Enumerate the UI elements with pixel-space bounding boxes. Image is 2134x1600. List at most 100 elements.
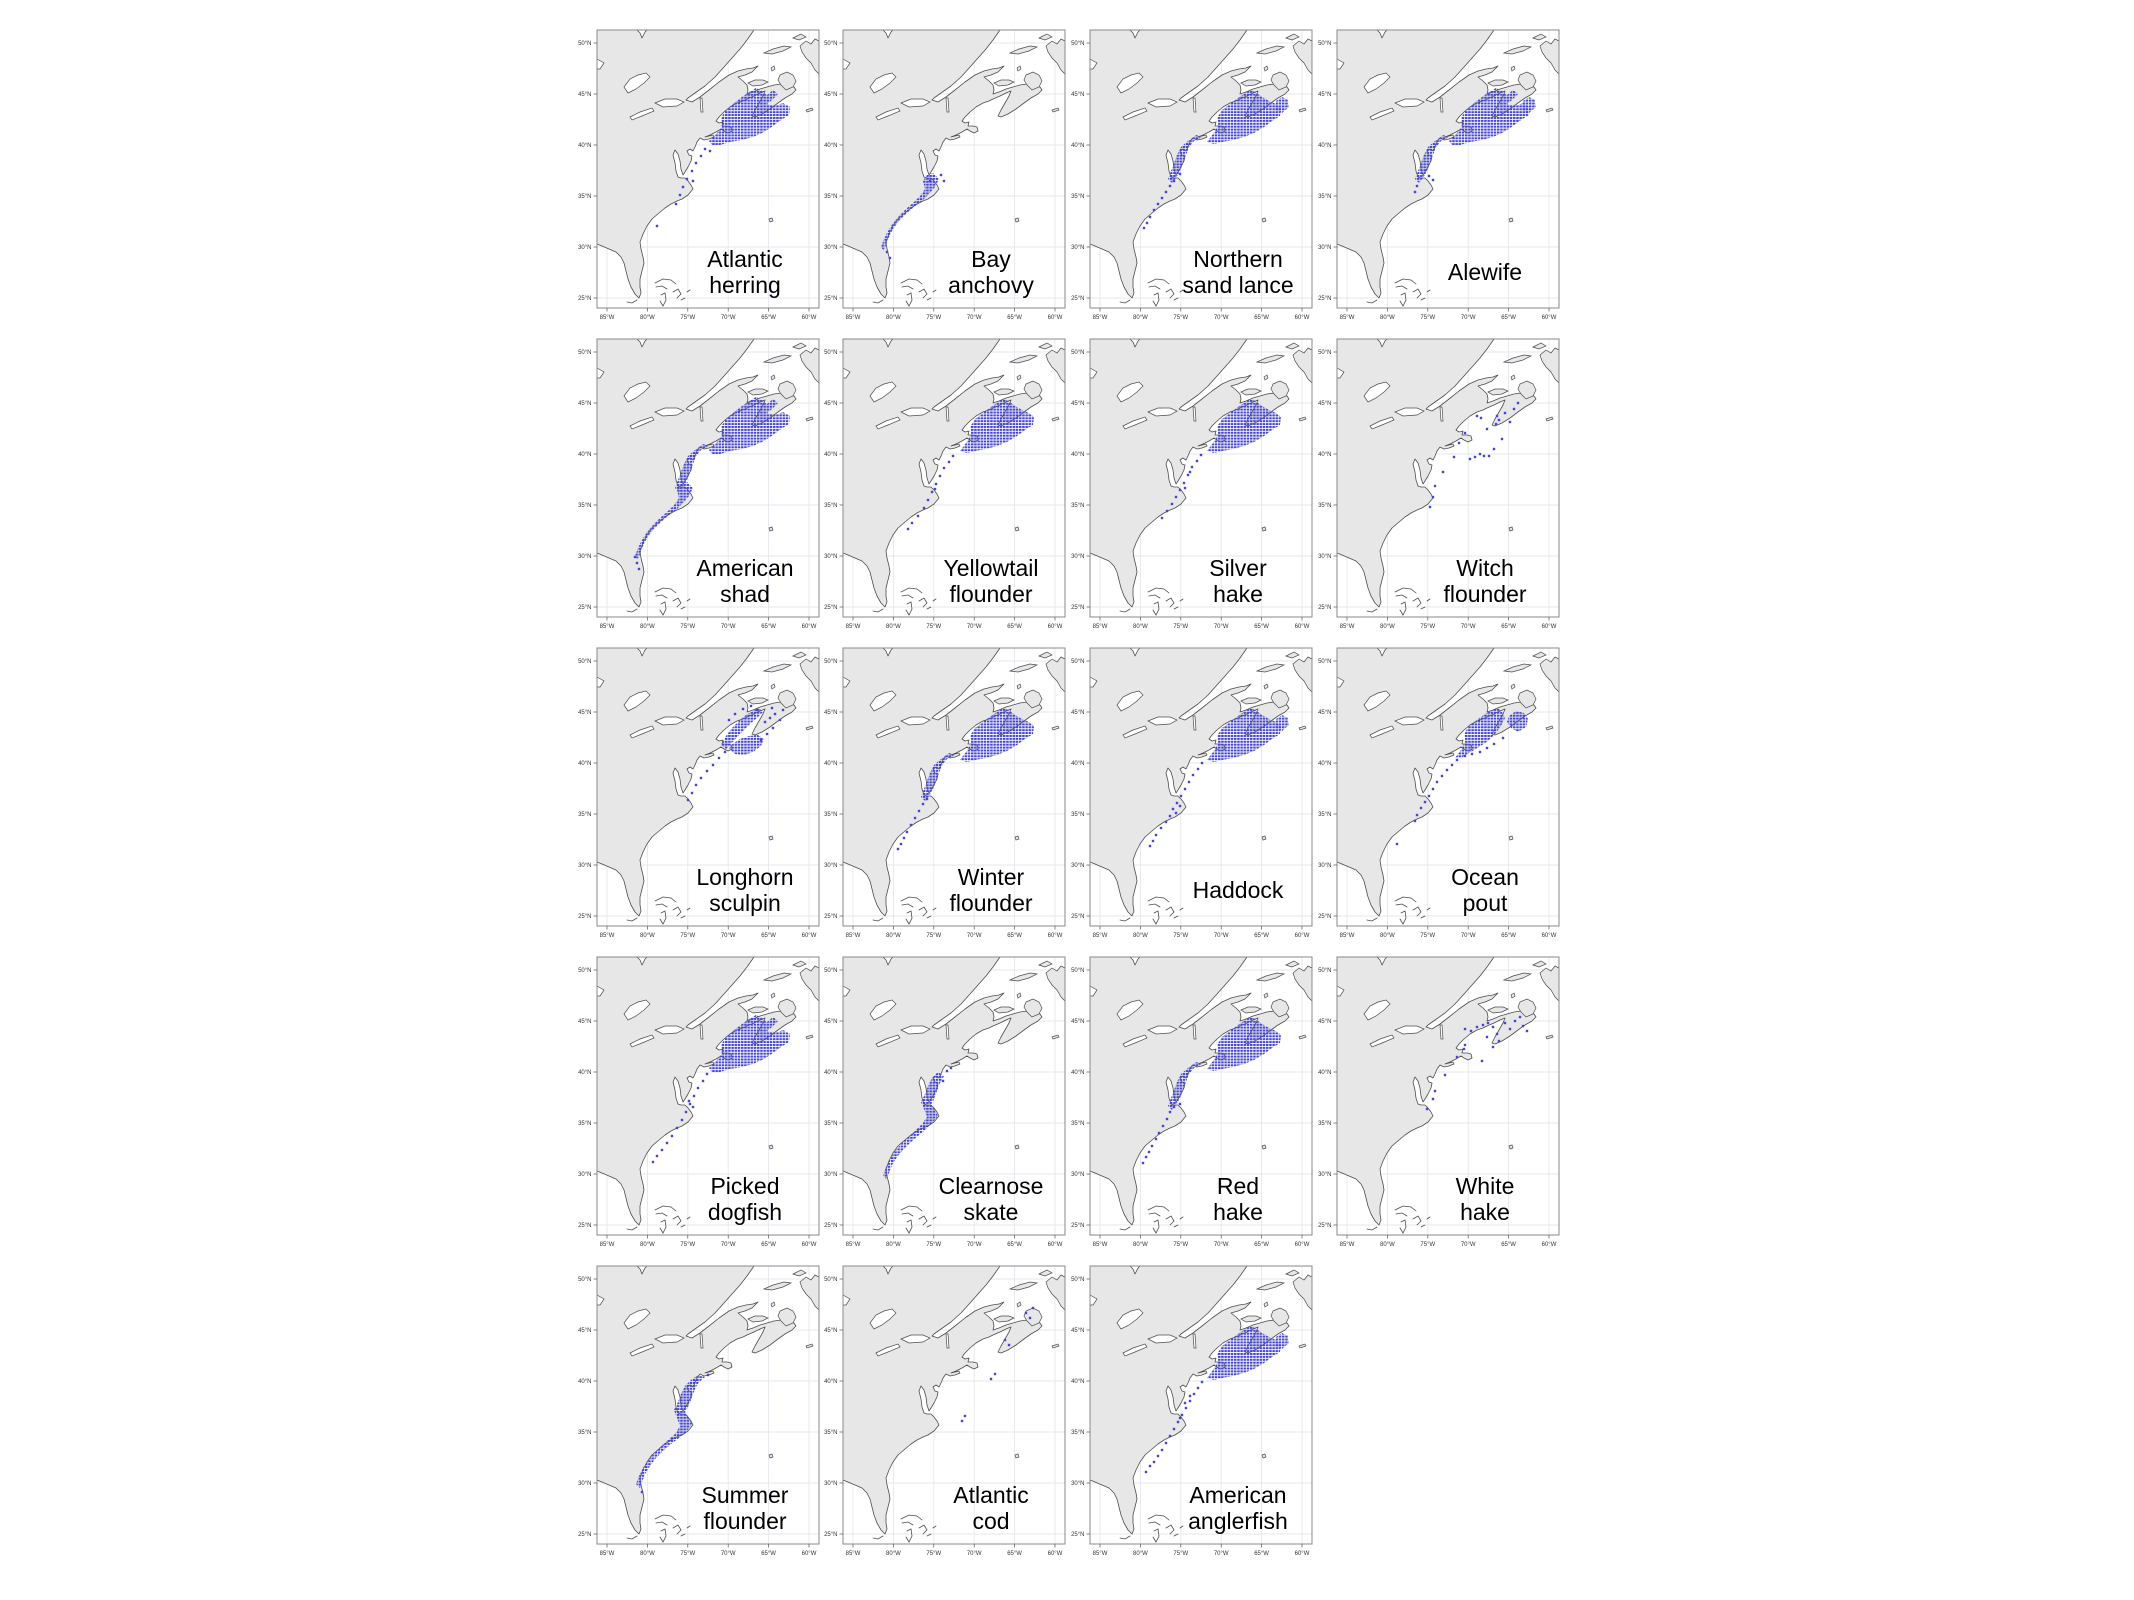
lake-champlain [699,1024,704,1040]
lat-tick-label: 25°N [578,1223,591,1229]
map-canvas: 85°W 80°W 75°W 70°W 65°W 60°W 50°N 45°N 40°N 35°N… [824,1265,1066,1557]
map-frame [1336,647,1560,927]
island-cape_breton [1270,998,1290,1018]
lon-tick-label: 85°W [1340,933,1355,939]
island-newfoundland [1292,1274,1313,1311]
lon-tick-label: 75°W [926,315,941,321]
map-frame [1336,29,1560,309]
lat-tick-label: 25°N [1318,1223,1331,1229]
island-anticosti_ne_lens [1532,960,1547,968]
island-anticosti_ne_lens [792,342,807,350]
lon-tick-label: 65°W [1501,1242,1516,1248]
lon-tick-label: 65°W [1501,933,1516,939]
mainland-coastline [1336,338,1537,608]
lon-tick-label: 75°W [1173,1242,1188,1248]
lon-tick-label: 85°W [600,315,615,321]
lat-tick-label: 35°N [1318,812,1331,818]
lat-tick-label: 50°N [824,659,837,665]
island-cape_breton [1023,998,1043,1018]
island-cape_breton [1517,689,1537,709]
species-label-line: Winter [958,864,1025,890]
lon-tick-label: 75°W [680,624,695,630]
species-distribution [1428,401,1520,509]
lat-tick-label: 45°N [578,1019,591,1025]
island-bermuda [1261,1453,1267,1459]
map-frame [1336,338,1560,618]
bahamas-outlines [872,587,937,616]
island-bermuda [1014,217,1020,223]
map-canvas: 85°W 80°W 75°W 70°W 65°W 60°W 50°N 45°N 40°N 35°N… [824,956,1066,1248]
lon-tick-label: 60°W [802,1242,817,1248]
axis-ticks: 85°W 80°W 75°W 70°W 65°W 60°W 50°N 45°N 40°N 35°N… [578,41,817,321]
species-label: Haddock [1193,877,1284,903]
lat-tick-label: 25°N [1071,605,1084,611]
island-magdalen [1016,65,1022,72]
lon-tick-label: 85°W [846,1242,861,1248]
lake-erie [1122,107,1148,121]
lat-tick-label: 25°N [1318,296,1331,302]
map-canvas: 85°W 80°W 75°W 70°W 65°W 60°W 50°N 45°N 40°N 35°N… [578,29,820,321]
distribution-dots [1425,1015,1529,1111]
lake-huron [869,381,897,403]
lat-tick-label: 50°N [578,968,591,974]
species-label-line: American [1189,1482,1286,1508]
island-magdalen [1016,992,1022,999]
lake-erie [875,1343,901,1357]
lon-tick-label: 80°W [640,933,655,939]
lon-tick-label: 75°W [680,933,695,939]
lat-tick-label: 25°N [1071,914,1084,920]
island-anticosti [1502,663,1533,673]
bahamas-outlines [1119,1514,1184,1543]
lon-tick-label: 70°W [967,624,982,630]
lon-tick-label: 75°W [926,624,941,630]
map-canvas: 85°W 80°W 75°W 70°W 65°W 60°W 50°N 45°N 40°N 35°N… [1071,956,1313,1248]
island-bermuda [1261,835,1267,841]
lon-tick-label: 75°W [1173,1551,1188,1557]
lake-champlain [1192,1024,1197,1040]
lake-ontario [1394,407,1425,417]
species-label-line: Atlantic [707,246,782,272]
island-sable [805,725,814,731]
map-frame [1089,338,1313,618]
island-anticosti_ne_lens [792,651,807,659]
lon-tick-label: 75°W [1173,933,1188,939]
lat-tick-label: 30°N [1071,863,1084,869]
island-magdalen [1263,1301,1269,1308]
island-anticosti_ne_lens [792,960,807,968]
map-frame [842,956,1066,1236]
species-label-line: Atlantic [953,1482,1028,1508]
lake-champlain [945,1333,950,1349]
lat-tick-label: 30°N [578,1481,591,1487]
lon-tick-label: 80°W [886,1551,901,1557]
island-anticosti_ne_lens [1285,960,1300,968]
island-prince_edward_island [747,697,769,705]
lake-huron [869,72,897,94]
island-anticosti [1502,972,1533,982]
island-cape_breton [1023,71,1043,91]
lake-huron [623,690,651,712]
lake-ontario [654,98,685,108]
map-frame [596,1265,820,1545]
distribution-area [960,399,1034,453]
species-label-line: herring [709,272,781,298]
island-newfoundland [1539,38,1560,75]
species-distribution [1160,399,1281,520]
map-frame [1089,647,1313,927]
lat-tick-label: 40°N [578,143,591,149]
distribution-area [1207,1326,1281,1380]
lake-erie [875,725,901,739]
lon-tick-label: 85°W [846,933,861,939]
distribution-area [1275,715,1289,731]
island-sable [805,1034,814,1040]
island-sable [1298,107,1307,113]
distribution-area [1275,1333,1289,1349]
distribution-area [1275,97,1289,113]
lon-tick-label: 80°W [886,1242,901,1248]
lake-erie [629,107,655,121]
island-newfoundland [1292,347,1313,384]
lake-erie [629,1034,655,1048]
species-label-line: hake [1460,1199,1510,1225]
axis-ticks: 85°W 80°W 75°W 70°W 65°W 60°W 50°N 45°N 40°N 35°N… [1071,350,1310,630]
